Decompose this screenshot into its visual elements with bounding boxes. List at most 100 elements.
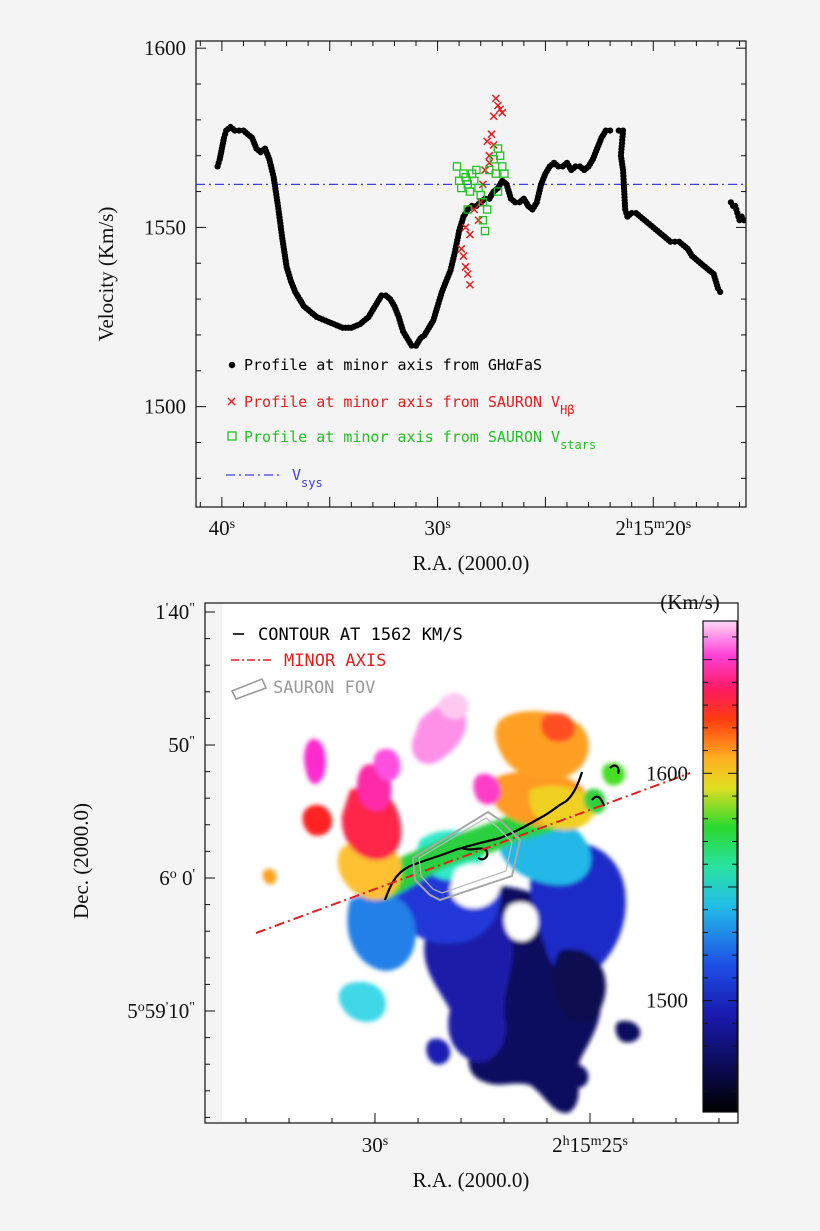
contour-1562 xyxy=(383,764,620,901)
x-tick-label: 30s xyxy=(424,516,450,540)
map-region-magenta-nw xyxy=(304,739,326,785)
data-point xyxy=(498,108,507,117)
legend-entry: Vsys xyxy=(226,466,323,490)
top-y-axis-label: Velocity (Km/s) xyxy=(94,207,118,342)
data-point xyxy=(485,151,494,160)
series-sauron-stars xyxy=(452,144,509,236)
data-point xyxy=(493,101,502,110)
data-point xyxy=(498,162,507,171)
data-point xyxy=(463,269,472,279)
map-axis-ticks xyxy=(205,611,720,1123)
data-point xyxy=(236,127,243,134)
data-point xyxy=(746,220,752,226)
data-point xyxy=(496,105,505,114)
y-tick-label: 1550 xyxy=(144,215,186,239)
data-point xyxy=(461,223,470,232)
y-tick-label: 1500 xyxy=(144,395,186,419)
velocity-map-chart: 1500 1600 (Km/s) CONTOUR AT 1562 KM/S MINO… xyxy=(69,590,739,1192)
top-axis-ticks xyxy=(196,41,746,507)
data-point xyxy=(461,262,470,271)
velocity-profile-chart: 1500 1550 1600 40s 30s 2h15m20s Profile at m… xyxy=(94,36,758,575)
y-tick-label: 50" xyxy=(168,733,195,757)
colorbar xyxy=(702,620,738,1113)
map-x-tick-labels: 30s 2h15m25s xyxy=(362,1133,628,1157)
data-point xyxy=(602,127,609,134)
top-y-tick-labels: 1500 1550 1600 xyxy=(144,36,186,418)
data-point xyxy=(489,112,498,121)
series-ghafas xyxy=(214,123,758,349)
data-point xyxy=(452,162,462,171)
map-region-magenta-n3 xyxy=(473,773,501,805)
map-region-blue-far-s2 xyxy=(565,1064,589,1088)
data-point xyxy=(480,166,490,175)
data-point xyxy=(572,163,579,170)
x-tick-label: 2h15m20s xyxy=(615,516,691,540)
data-point xyxy=(476,198,485,207)
data-point xyxy=(555,163,562,170)
legend-marker xyxy=(228,361,236,369)
legend-marker xyxy=(227,431,237,441)
data-point xyxy=(717,288,724,296)
data-point xyxy=(740,217,746,224)
map-frame xyxy=(204,602,739,1124)
data-point xyxy=(231,127,238,134)
data-point xyxy=(745,218,746,223)
y-tick-label: 5o59'10" xyxy=(127,999,195,1023)
legend-label: SAURON FOV xyxy=(273,678,375,698)
legend-label: Profile at minor axis from SAURON Vstars xyxy=(244,428,596,452)
colorbar-tick-label: 1600 xyxy=(646,761,688,785)
colorbar-ticks: 1500 1600 xyxy=(646,636,737,1093)
data-point xyxy=(628,209,635,217)
map-region-red-n xyxy=(540,713,575,742)
map-region-yellow-ne xyxy=(529,785,596,830)
map-region-navy-east xyxy=(552,949,606,1024)
data-point xyxy=(480,226,490,236)
map-region-red-nw xyxy=(302,804,333,836)
map-region-green-e xyxy=(583,788,606,814)
legend-entry: Profile at minor axis from GHαFaS xyxy=(228,356,542,374)
data-point xyxy=(472,165,481,175)
map-region-cyan-sw xyxy=(338,981,386,1022)
data-point xyxy=(752,228,758,234)
colorbar-label: (Km/s) xyxy=(660,590,720,614)
legend-marker xyxy=(230,677,268,700)
map-region-blue-far-s xyxy=(615,1020,641,1043)
map-hole-center xyxy=(450,863,501,909)
map-hole-east xyxy=(504,902,539,942)
data-point xyxy=(465,187,475,196)
legend-entry: Profile at minor axis from SAURON VHβ xyxy=(227,393,575,417)
map-region-blue-west2 xyxy=(426,1038,451,1065)
data-point xyxy=(408,342,415,349)
data-point xyxy=(459,252,468,261)
legend-label: Profile at minor axis from GHαFaS xyxy=(244,356,542,374)
top-x-axis-label: R.A. (2000.0) xyxy=(413,551,530,575)
data-point xyxy=(485,158,494,167)
data-point xyxy=(474,216,483,225)
map-region-orange-sw xyxy=(262,868,277,885)
data-point xyxy=(465,230,474,239)
legend-entry: MINOR AXIS xyxy=(231,651,386,671)
data-point xyxy=(671,238,678,245)
legend-entry: CONTOUR AT 1562 KM/S xyxy=(233,625,463,645)
data-point xyxy=(491,94,500,103)
velocity-field-map xyxy=(262,693,641,1113)
data-point xyxy=(478,215,488,225)
map-x-axis-label: R.A. (2000.0) xyxy=(413,1168,530,1192)
data-point xyxy=(457,244,466,253)
data-point xyxy=(478,180,487,189)
map-region-magenta-n2 xyxy=(373,748,401,782)
data-point xyxy=(463,205,473,214)
data-point xyxy=(512,199,519,206)
data-point xyxy=(495,151,505,160)
data-point xyxy=(491,169,501,178)
sauron-fov-outline xyxy=(411,810,522,902)
map-region-pink-ne xyxy=(438,693,469,720)
data-point xyxy=(465,280,474,289)
sauron-fov-outline-inner xyxy=(418,817,513,894)
data-point xyxy=(478,198,488,207)
legend-marker xyxy=(227,397,236,406)
y-tick-label: 1'40" xyxy=(155,600,195,624)
minor-axis-line xyxy=(255,772,691,934)
map-region-cyan-west xyxy=(347,893,416,971)
